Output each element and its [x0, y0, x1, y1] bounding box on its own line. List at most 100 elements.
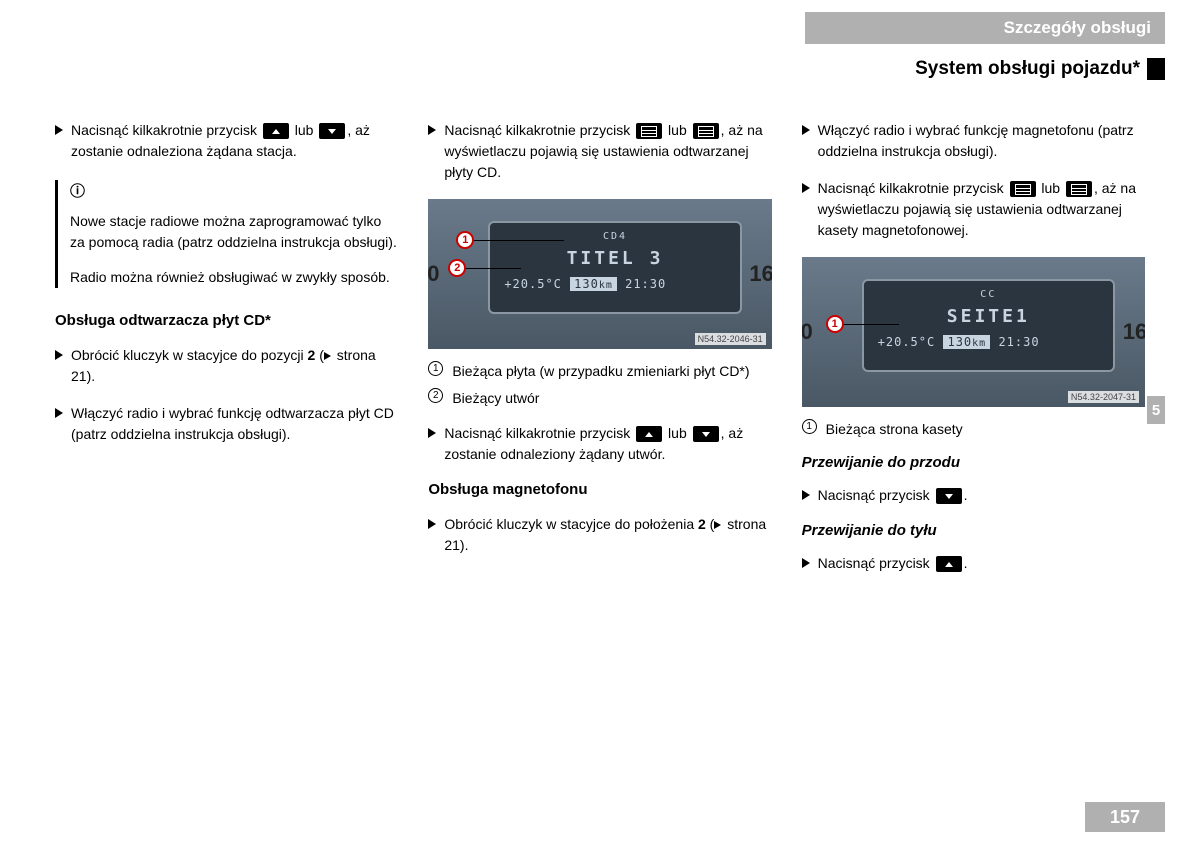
instruction-item: Nacisnąć kilkakrotnie przycisk lub , aż … [428, 423, 771, 465]
text: Obrócić kluczyk w stacyjce do pozycji [71, 347, 308, 363]
instruction-item: Włączyć radio i wybrać funkcję odtwarzac… [55, 403, 398, 445]
bullet-icon [428, 519, 436, 529]
instruction-text: Nacisnąć kilkakrotnie przycisk lub , aż … [818, 178, 1145, 241]
lcd-line1: CC [878, 289, 1099, 300]
heading-tape: Obsługa magnetofonu [428, 481, 771, 498]
callout-1: 1 [826, 315, 844, 333]
instruction-text: Nacisnąć przycisk . [818, 553, 968, 574]
instruction-text: Nacisnąć kilkakrotnie przycisk lub , aż … [71, 120, 398, 162]
button-menu-icon [1010, 181, 1036, 197]
instruction-item: Nacisnąć kilkakrotnie przycisk lub , aż … [55, 120, 398, 162]
instruction-item: Nacisnąć przycisk . [802, 553, 1145, 574]
bullet-icon [428, 428, 436, 438]
ref-icon [714, 521, 721, 529]
lcd-time: 21:30 [998, 335, 1039, 349]
text: Nacisnąć przycisk [818, 487, 934, 503]
lcd-screen: CD4 TITEL 3 +20.5°C 130km 21:30 [488, 221, 741, 314]
legend-item: 1 Bieżąca strona kasety [802, 419, 1145, 440]
page-number: 157 [1085, 802, 1165, 832]
button-down-icon [693, 426, 719, 442]
button-down-icon [936, 488, 962, 504]
info-text: Radio można również obsługiwać w zwykły … [70, 267, 398, 288]
lcd-speed: 130km [943, 335, 990, 349]
text: Nacisnąć kilkakrotnie przycisk [71, 122, 261, 138]
lcd-time: 21:30 [625, 277, 666, 291]
lcd-line3: +20.5°C 130km 21:30 [878, 335, 1099, 349]
lcd-temp: +20.5°C [878, 335, 936, 349]
lcd-line2: TITEL 3 [504, 248, 725, 269]
bullet-icon [55, 350, 63, 360]
instruction-item: Nacisnąć kilkakrotnie przycisk lub , aż … [428, 120, 771, 183]
legend-item: 2 Bieżący utwór [428, 388, 771, 409]
text: Nacisnąć przycisk [818, 555, 934, 571]
text: lub [664, 425, 690, 441]
callout-line [474, 240, 564, 241]
text: ( [315, 347, 324, 363]
callout-2: 2 [448, 259, 466, 277]
bullet-icon [802, 490, 810, 500]
ref-icon [324, 352, 331, 360]
text-bold: 2 [698, 516, 706, 532]
instruction-item: Obrócić kluczyk w stacyjce do położenia … [428, 514, 771, 556]
bullet-icon [802, 125, 810, 135]
instruction-item: Nacisnąć przycisk . [802, 485, 1145, 506]
button-menu-icon [1066, 181, 1092, 197]
instruction-text: Nacisnąć kilkakrotnie przycisk lub , aż … [444, 423, 771, 465]
info-icon: ⓘ [70, 180, 398, 201]
info-text: Nowe stacje radiowe można zaprogramować … [70, 211, 398, 253]
instruction-item: Nacisnąć kilkakrotnie przycisk lub , aż … [802, 178, 1145, 241]
legend-item: 1 Bieżąca płyta (w przypadku zmieniarki … [428, 361, 771, 382]
column-2: Nacisnąć kilkakrotnie przycisk lub , aż … [428, 120, 771, 590]
section-header: Szczegóły obsługi [805, 12, 1165, 44]
column-1: Nacisnąć kilkakrotnie przycisk lub , aż … [55, 120, 398, 590]
legend-text: Bieżący utwór [452, 388, 539, 409]
display-figure-tape: 0 16 CC SEITE1 +20.5°C 130km 21:30 1 N54… [802, 257, 1145, 407]
figure-ref: N54.32-2047-31 [1068, 391, 1139, 403]
text: Nacisnąć kilkakrotnie przycisk [444, 122, 634, 138]
gauge-left: 0 [802, 257, 827, 407]
gauge-right: 16 [1115, 257, 1145, 407]
lcd-line3: +20.5°C 130km 21:30 [504, 277, 725, 291]
bullet-icon [802, 183, 810, 193]
button-up-icon [263, 123, 289, 139]
text: . [964, 555, 968, 571]
button-down-icon [319, 123, 345, 139]
text: Obrócić kluczyk w stacyjce do położenia [444, 516, 698, 532]
legend-text: Bieżąca płyta (w przypadku zmieniarki pł… [452, 361, 749, 382]
button-up-icon [936, 556, 962, 572]
text: lub [291, 122, 317, 138]
bullet-icon [428, 125, 436, 135]
column-3: Włączyć radio i wybrać funkcję magnetofo… [802, 120, 1145, 590]
bullet-icon [55, 125, 63, 135]
legend-text: Bieżąca strona kasety [826, 419, 963, 440]
heading-cd: Obsługa odtwarzacza płyt CD* [55, 312, 398, 329]
instruction-text: Nacisnąć przycisk . [818, 485, 968, 506]
callout-1: 1 [456, 231, 474, 249]
text: lub [1038, 180, 1064, 196]
instruction-item: Obrócić kluczyk w stacyjce do pozycji 2 … [55, 345, 398, 387]
content-columns: Nacisnąć kilkakrotnie przycisk lub , aż … [55, 120, 1145, 590]
button-menu-icon [636, 123, 662, 139]
display-figure-cd: 0 16 CD4 TITEL 3 +20.5°C 130km 21:30 1 2… [428, 199, 771, 349]
page-title: System obsługi pojazdu* [915, 58, 1140, 80]
legend-num: 2 [428, 388, 443, 403]
text: Nacisnąć kilkakrotnie przycisk [444, 425, 634, 441]
legend-num: 1 [802, 419, 817, 434]
lcd-temp: +20.5°C [504, 277, 562, 291]
instruction-text: Obrócić kluczyk w stacyjce do położenia … [444, 514, 771, 556]
bullet-icon [802, 558, 810, 568]
callout-line [466, 268, 521, 269]
legend-num: 1 [428, 361, 443, 376]
lcd-speed: 130km [570, 277, 617, 291]
text: lub [664, 122, 690, 138]
heading-rewind: Przewijanie do tyłu [802, 522, 1145, 539]
figure-ref: N54.32-2046-31 [695, 333, 766, 345]
text: Nacisnąć kilkakrotnie przycisk [818, 180, 1008, 196]
text: . [964, 487, 968, 503]
instruction-text: Włączyć radio i wybrać funkcję magnetofo… [818, 120, 1145, 162]
chapter-tab: 5 [1147, 396, 1165, 424]
instruction-text: Włączyć radio i wybrać funkcję odtwarzac… [71, 403, 398, 445]
instruction-item: Włączyć radio i wybrać funkcję magnetofo… [802, 120, 1145, 162]
section-header-text: Szczegóły obsługi [1004, 18, 1151, 38]
heading-ffwd: Przewijanie do przodu [802, 454, 1145, 471]
